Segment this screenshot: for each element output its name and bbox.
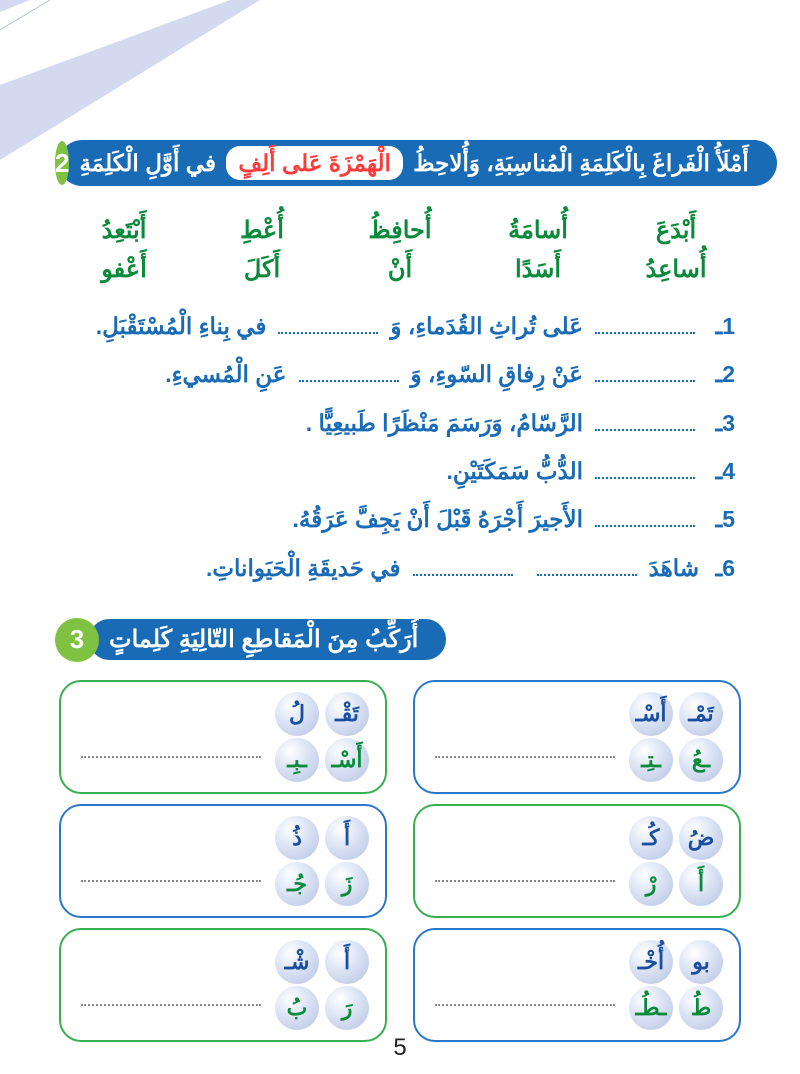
sentence-text: الأَجيرَ أَجْرَهُ قَبْلَ أَنْ يَجِفَّ عَ… <box>293 495 583 543</box>
syllable-bubble: تَمْـ <box>679 692 723 736</box>
answer-line[interactable] <box>435 756 615 758</box>
exercise-2-title: أَمْلَأُ الْفَراغَ بِالْكَلِمَةِ الْمُنا… <box>59 140 776 186</box>
syllable-bubble: أُخْـ <box>629 940 673 984</box>
exercise-3-title: أُرَكِّبُ مِنَ الْمَقاطِعِ التّالِيَةِ ك… <box>89 619 446 660</box>
sentence-number: 2ـ <box>707 350 735 398</box>
syllable-bubble: أَ <box>679 862 723 906</box>
syllable-bubble: كُـ <box>629 816 673 860</box>
syllable-bubble: ـبِـ <box>275 738 319 782</box>
title-part2: في أَوَّلِ الْكَلِمَةِ <box>79 150 222 176</box>
word-bank-item: أَنْ <box>341 255 459 284</box>
syllable-bubble: شْـ <box>275 940 319 984</box>
syllable-cluster: تَقْـلُأَسْــبِـ <box>275 692 369 778</box>
syllable-box: بوأُخْـطُـطُـ <box>413 928 741 1042</box>
fill-blank[interactable] <box>537 562 637 576</box>
syllable-bubble: أَسْـ <box>629 692 673 736</box>
sentence-text: عَنِ الْمُسيءِ. <box>165 350 286 398</box>
syllable-box: تَمْـأَسْــعُـتِـ <box>413 680 741 794</box>
word-bank-item: أُعْطِ <box>203 216 321 245</box>
syllable-box: ضُكُـأَرْ <box>413 804 741 918</box>
title-part1: أَمْلَأُ الْفَراغَ بِالْكَلِمَةِ الْمُنا… <box>407 150 749 176</box>
answer-line[interactable] <box>81 756 261 758</box>
fill-blank[interactable] <box>413 562 513 576</box>
exercise-3-number: 3 <box>55 618 99 662</box>
sentence-number: 6ـ <box>707 544 735 592</box>
exercise-3-heading: أُرَكِّبُ مِنَ الْمَقاطِعِ التّالِيَةِ ك… <box>55 618 745 662</box>
word-bank-item: أُسامَةُ <box>479 216 597 245</box>
word-bank-item: أَسَدًا <box>479 255 597 284</box>
syllable-box: أَذُزَجُـ <box>59 804 387 918</box>
sentence-row: 2ـ عَنْ رِفاقِ السّوءِ، وَ عَنِ الْمُسيء… <box>65 350 735 398</box>
syllable-grid: تَمْـأَسْــعُـتِـتَقْـلُأَسْــبِـضُكُـأَ… <box>55 680 745 1042</box>
syllable-bubble: رْ <box>629 862 673 906</box>
syllable-bubble: أَ <box>325 940 369 984</box>
syllable-bubble: جُـ <box>275 862 319 906</box>
sentence-row: 4ـ الدُّبُّ سَمَكَتَيْنِ. <box>65 447 735 495</box>
syllable-bubble: ـطُـ <box>629 986 673 1030</box>
fill-blank[interactable] <box>299 369 399 383</box>
sentence-number: 1ـ <box>707 302 735 350</box>
fill-blank[interactable] <box>595 465 695 479</box>
syllable-bubble: تَقْـ <box>325 692 369 736</box>
answer-line[interactable] <box>435 1004 615 1006</box>
sentence-text: عَلى تُراثِ القُدَماءِ، وَ <box>390 302 583 350</box>
syllable-cluster: أَذُزَجُـ <box>275 816 369 902</box>
syllable-bubble: بو <box>679 940 723 984</box>
answer-line[interactable] <box>81 880 261 882</box>
syllable-bubble: لُ <box>275 692 319 736</box>
page-number: 5 <box>393 1034 406 1062</box>
sentence-row: 5ـ الأَجيرَ أَجْرَهُ قَبْلَ أَنْ يَجِفَّ… <box>65 495 735 543</box>
word-bank-item: أَبْدَعَ <box>617 216 735 245</box>
syllable-cluster: تَمْـأَسْــعُـتِـ <box>629 692 723 778</box>
sentence-text: الرَّسّامُ، وَرَسَمَ مَنْظَرًا طَبيعِيًّ… <box>306 399 583 447</box>
syllable-bubble: رَ <box>325 986 369 1030</box>
answer-line[interactable] <box>435 880 615 882</box>
sentence-text: في بِناءِ الْمُسْتَقْبَلِ. <box>96 302 267 350</box>
exercise-2-number: 2 <box>55 141 69 185</box>
word-bank: أَبْدَعَ أُسامَةُ أُحافِظُ أُعْطِ أَبْتَعِدُ… <box>55 204 745 302</box>
sentences-list: 1ـ عَلى تُراثِ القُدَماءِ، وَ في بِناءِ … <box>55 302 745 612</box>
sentence-text: في حَديقَةِ الْحَيَواناتِ. <box>206 544 401 592</box>
fill-blank[interactable] <box>278 320 378 334</box>
syllable-cluster: ضُكُـأَرْ <box>629 816 723 902</box>
sentence-number: 5ـ <box>707 495 735 543</box>
exercise-2-heading: أَمْلَأُ الْفَراغَ بِالْكَلِمَةِ الْمُنا… <box>55 140 745 186</box>
word-bank-item: أُحافِظُ <box>341 216 459 245</box>
sentence-number: 3ـ <box>707 399 735 447</box>
syllable-bubble: ـعُ <box>679 738 723 782</box>
syllable-cluster: بوأُخْـطُـطُـ <box>629 940 723 1026</box>
sentence-text: شاهَدَ <box>649 544 699 592</box>
syllable-bubble: زَ <box>325 862 369 906</box>
sentence-text: الدُّبُّ سَمَكَتَيْنِ. <box>446 447 583 495</box>
sentence-row: 6ـشاهَدَ في حَديقَةِ الْحَيَواناتِ. <box>65 544 735 592</box>
word-bank-item: أَكَلَ <box>203 255 321 284</box>
fill-blank[interactable] <box>595 417 695 431</box>
sentence-text: عَنْ رِفاقِ السّوءِ، وَ <box>411 350 584 398</box>
syllable-bubble: أَ <box>325 816 369 860</box>
syllable-cluster: أَشْـرَبُ <box>275 940 369 1026</box>
fill-blank[interactable] <box>595 514 695 528</box>
word-bank-item: أُساعِدُ <box>617 255 735 284</box>
sentence-row: 1ـ عَلى تُراثِ القُدَماءِ، وَ في بِناءِ … <box>65 302 735 350</box>
syllable-bubble: بُ <box>275 986 319 1030</box>
syllable-bubble: أَسْـ <box>325 738 369 782</box>
syllable-bubble: ـتِـ <box>629 738 673 782</box>
fill-blank[interactable] <box>595 369 695 383</box>
syllable-box: أَشْـرَبُ <box>59 928 387 1042</box>
fill-blank[interactable] <box>595 320 695 334</box>
syllable-bubble: ذُ <box>275 816 319 860</box>
word-bank-item: أَعْفو <box>65 255 183 284</box>
sentence-number: 4ـ <box>707 447 735 495</box>
word-bank-item: أَبْتَعِدُ <box>65 216 183 245</box>
syllable-bubble: ضُ <box>679 816 723 860</box>
answer-line[interactable] <box>81 1004 261 1006</box>
syllable-box: تَقْـلُأَسْــبِـ <box>59 680 387 794</box>
sentence-row: 3ـ الرَّسّامُ، وَرَسَمَ مَنْظَرًا طَبيعِ… <box>65 399 735 447</box>
title-highlight: الْهَمْزَةَ عَلى أَلِفٍ <box>226 146 403 180</box>
syllable-bubble: طُ <box>679 986 723 1030</box>
